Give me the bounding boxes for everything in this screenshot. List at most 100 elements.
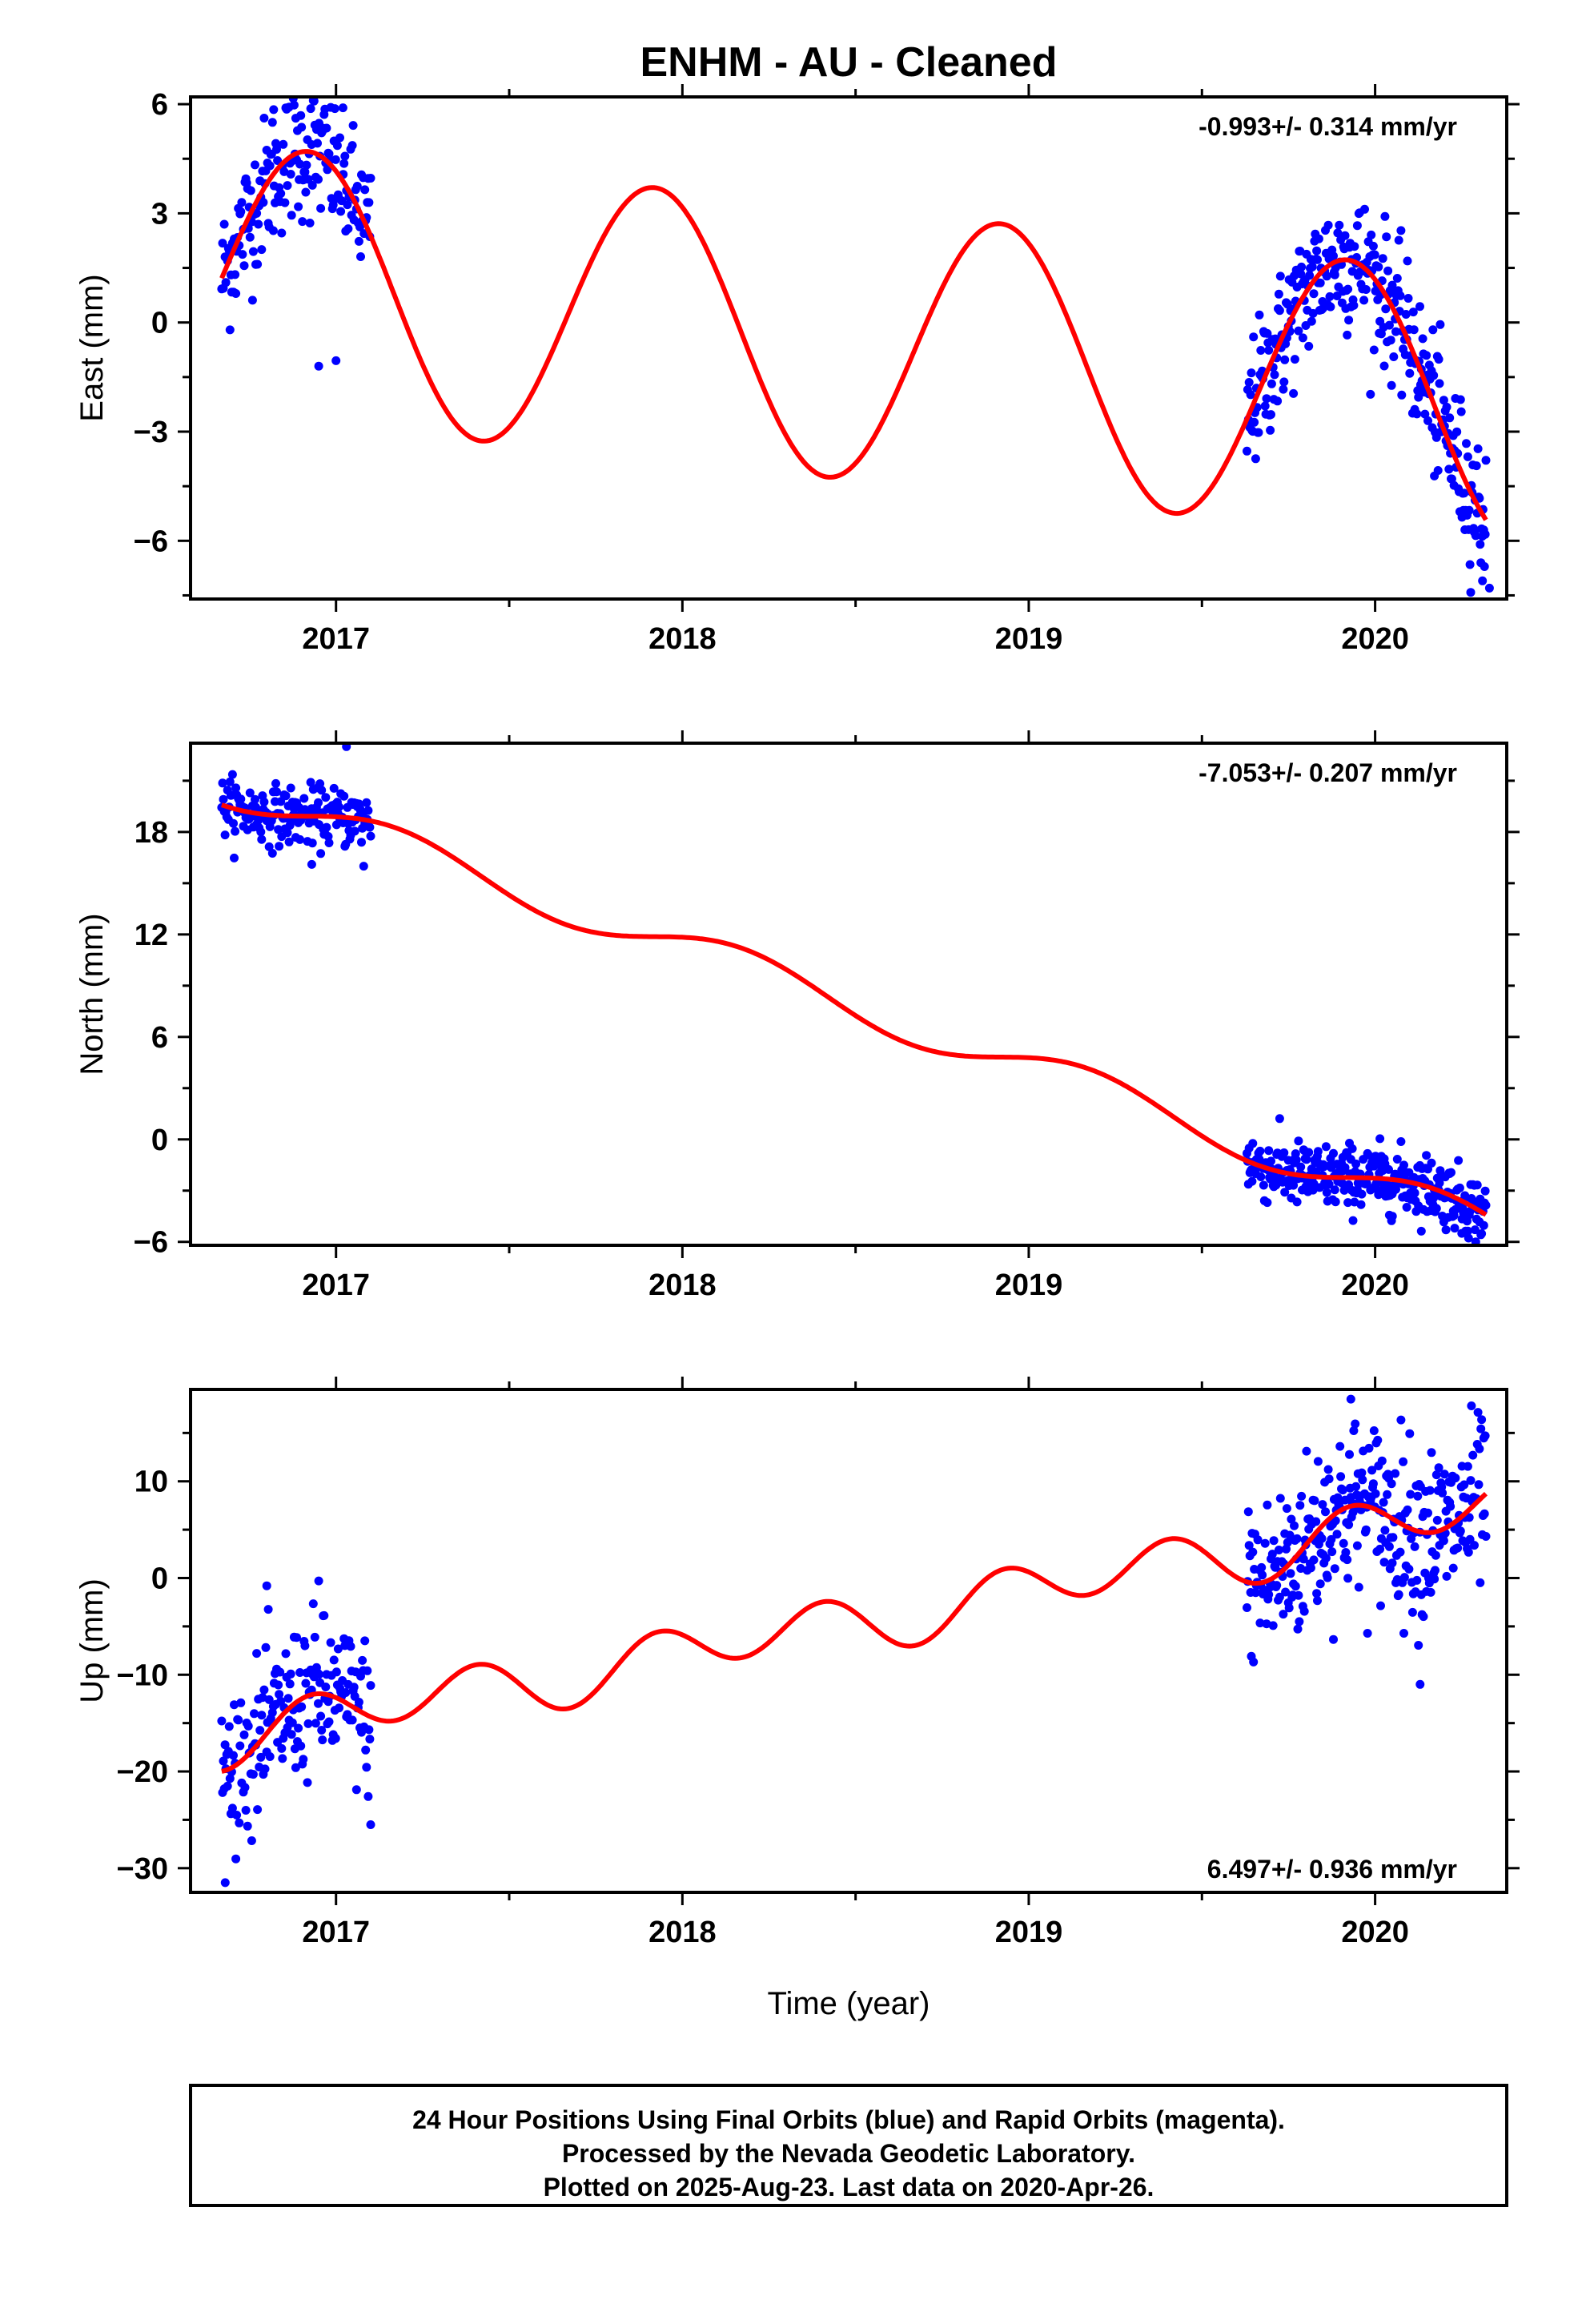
north-point (1387, 1212, 1397, 1221)
up-point (240, 1783, 250, 1792)
north-point (1351, 1159, 1361, 1168)
east-point (1307, 316, 1316, 326)
east-point (331, 155, 340, 164)
east-point (1383, 266, 1393, 275)
up-point (315, 1670, 323, 1679)
up-point (1358, 1475, 1367, 1485)
up-rate-label: 6.497+/- 0.936 mm/yr (1207, 1855, 1457, 1884)
north-ylabel: North (mm) (74, 913, 110, 1075)
up-point (1335, 1441, 1345, 1451)
up-point (1383, 1490, 1392, 1499)
east-point (1344, 316, 1354, 325)
east-point (1275, 306, 1284, 316)
up-point (1255, 1618, 1265, 1628)
up-point (1376, 1601, 1385, 1610)
east-point (307, 180, 317, 190)
north-point (1311, 1167, 1321, 1176)
up-point (1403, 1505, 1412, 1514)
up-point (310, 1632, 319, 1642)
north-point (1322, 1188, 1331, 1197)
north-point (225, 777, 235, 786)
up-point (1333, 1493, 1343, 1502)
north-point (342, 743, 351, 751)
east-point (257, 245, 267, 255)
east-points (217, 97, 1494, 597)
up-point (229, 1751, 238, 1760)
east-point (1266, 425, 1275, 435)
east-point (287, 211, 296, 220)
up-point (1338, 1486, 1347, 1495)
up-point (1425, 1486, 1435, 1495)
up-point (1468, 1450, 1478, 1460)
up-point (363, 1666, 372, 1675)
east-point (218, 239, 227, 248)
east-point (1263, 328, 1272, 338)
up-point (1412, 1575, 1422, 1585)
up-point (1321, 1507, 1330, 1517)
east-point (253, 259, 263, 269)
up-point (1310, 1496, 1319, 1506)
east-point (1343, 284, 1353, 294)
north-fit-line (221, 802, 1488, 1217)
up-point (255, 1726, 265, 1735)
up-point (314, 1699, 323, 1708)
east-point (314, 175, 323, 184)
up-point (1396, 1415, 1406, 1425)
up-point (283, 1694, 293, 1703)
east-point (1378, 254, 1387, 263)
east-point (336, 207, 346, 216)
north-point (220, 830, 230, 840)
east-point (1279, 384, 1288, 394)
up-point (1427, 1448, 1436, 1458)
east-point (1361, 285, 1371, 294)
north-point (1256, 1172, 1266, 1181)
north-point (323, 832, 333, 841)
east-point (279, 167, 289, 176)
up-point (1306, 1563, 1315, 1573)
up-point (1352, 1541, 1362, 1550)
east-point (1428, 325, 1438, 335)
up-point (366, 1820, 375, 1829)
up-point (275, 1667, 285, 1677)
up-point (329, 1655, 339, 1665)
up-point (1345, 1449, 1354, 1459)
up-point (1263, 1500, 1272, 1510)
up-point (363, 1791, 373, 1801)
east-point (1442, 402, 1452, 412)
east-point (302, 160, 311, 170)
up-point (300, 1641, 310, 1651)
up-point (1467, 1401, 1476, 1410)
east-point (1315, 278, 1325, 287)
north-point (1374, 1190, 1383, 1200)
up-point (1251, 1588, 1260, 1598)
up-point (1317, 1534, 1327, 1543)
x-axis-label: Time (year) (768, 1986, 930, 2021)
north-point (283, 828, 292, 838)
up-point (303, 1719, 313, 1728)
up-point (1283, 1538, 1292, 1547)
north-point (1255, 1146, 1265, 1156)
north-point (339, 791, 349, 801)
east-point (322, 123, 331, 133)
up-point (232, 1811, 242, 1819)
north-point (229, 818, 238, 828)
north-point (1471, 1237, 1480, 1245)
up-point (317, 1726, 327, 1735)
up-point (275, 1690, 284, 1699)
east-point (1391, 327, 1400, 336)
east-point (1465, 560, 1475, 569)
up-point (258, 1693, 267, 1703)
up-point (324, 1717, 334, 1727)
up-point (321, 1683, 331, 1691)
up-point (263, 1605, 273, 1614)
north-point (1247, 1176, 1257, 1186)
east-xtick-label: 2020 (1341, 622, 1409, 656)
up-point (1258, 1570, 1267, 1580)
east-point (1463, 452, 1472, 461)
north-point (1294, 1136, 1303, 1146)
up-point (362, 1763, 371, 1772)
up-point (250, 1709, 259, 1719)
up-point (277, 1743, 287, 1753)
east-point (297, 123, 307, 132)
up-point (1446, 1502, 1456, 1511)
